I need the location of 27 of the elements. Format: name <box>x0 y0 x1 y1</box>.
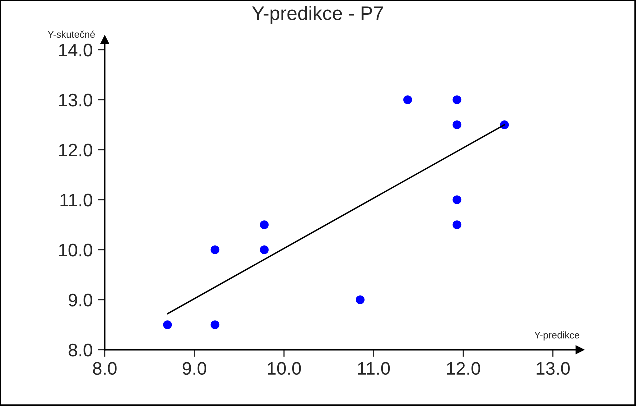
point <box>452 96 462 104</box>
point <box>452 220 462 230</box>
x-tick-label: 8.0 <box>93 362 117 376</box>
y-tick-label: 8.0 <box>68 344 92 357</box>
y-tick-label: 11.0 <box>60 194 92 207</box>
point <box>260 246 269 254</box>
x-tick-label: 11.0 <box>358 362 390 376</box>
y-tick-label: 9.0 <box>68 294 92 307</box>
point <box>210 320 220 330</box>
point <box>452 196 462 204</box>
y-tick-label: 14.0 <box>59 44 92 57</box>
x-tick-label: 10.0 <box>268 362 302 376</box>
y-tick-label: 13.0 <box>59 94 92 107</box>
x-tick-label: 13.0 <box>536 362 570 376</box>
y-tick-label: 10.0 <box>59 244 92 257</box>
point <box>404 96 412 104</box>
x-axis-title: Y-predikce <box>534 332 580 341</box>
x-tick-label: 9.0 <box>182 362 206 376</box>
x-tick-label: 12.0 <box>447 362 480 376</box>
point <box>210 246 220 254</box>
y-tick-label: 12.0 <box>59 144 92 157</box>
chart-title: Y-predikce - P7 <box>252 6 384 24</box>
y-axis-title: Y-skutečné <box>48 30 96 38</box>
point <box>452 120 462 130</box>
point <box>260 220 269 230</box>
point <box>356 296 365 304</box>
point <box>163 320 172 330</box>
